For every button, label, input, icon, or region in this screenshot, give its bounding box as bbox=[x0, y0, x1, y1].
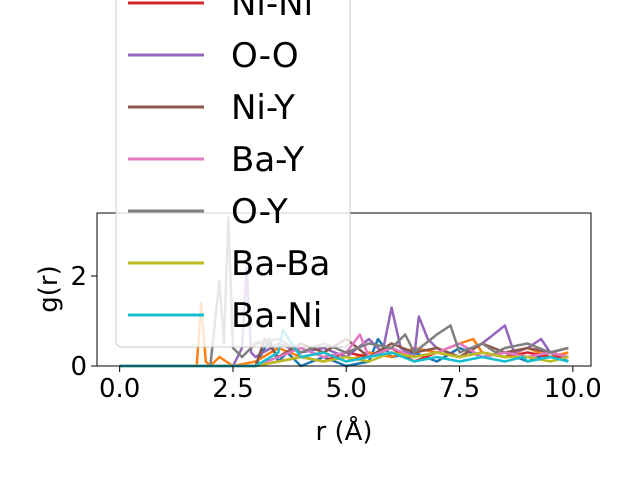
legend-label-ni-y: Ni-Y bbox=[231, 88, 295, 128]
x-tick-label: 0.0 bbox=[99, 374, 140, 404]
x-tick-label: 10.0 bbox=[544, 374, 602, 404]
y-axis-label: g(r) bbox=[34, 265, 64, 312]
x-axis-label: r (Å) bbox=[315, 415, 372, 447]
ticks-layer: 0.0 2.5 5.0 7.5 10.0 0 2 bbox=[70, 262, 601, 404]
y-tick-label: 2 bbox=[70, 262, 87, 292]
x-tick-label: 2.5 bbox=[212, 374, 253, 404]
legend-label-o-y: O-Y bbox=[231, 192, 288, 232]
legend-label-ba-ba: Ba-Ba bbox=[231, 244, 330, 284]
legend: Ni-Ni O-O Ni-Y Ba-Y O-Y Ba-Ba Ba-Ni bbox=[115, 0, 351, 348]
legend-label-ba-ni: Ba-Ni bbox=[231, 296, 322, 336]
legend-label-o-o: O-O bbox=[231, 36, 299, 76]
legend-box bbox=[115, 0, 351, 348]
legend-label-ni-ni: Ni-Ni bbox=[231, 0, 313, 24]
x-tick-label: 5.0 bbox=[326, 374, 367, 404]
x-tick-label: 7.5 bbox=[439, 374, 480, 404]
y-tick-label: 0 bbox=[70, 352, 87, 382]
series-line-ba-ni bbox=[119, 328, 569, 368]
legend-label-ba-y: Ba-Y bbox=[231, 140, 304, 180]
